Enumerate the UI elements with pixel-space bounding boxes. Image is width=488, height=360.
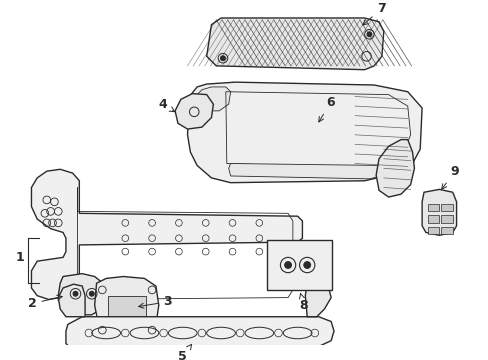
Bar [427, 215, 438, 223]
Polygon shape [175, 94, 213, 129]
Bar [440, 215, 452, 223]
Polygon shape [421, 189, 456, 235]
Polygon shape [206, 18, 383, 70]
Polygon shape [375, 140, 414, 197]
Bar [266, 240, 331, 290]
Text: 7: 7 [362, 2, 385, 25]
Polygon shape [95, 276, 159, 338]
Text: 5: 5 [178, 345, 191, 360]
Polygon shape [228, 152, 410, 179]
Text: 4: 4 [159, 98, 174, 112]
Text: 2: 2 [28, 295, 62, 310]
Text: 6: 6 [318, 96, 334, 122]
Bar [427, 204, 438, 211]
Bar [440, 227, 452, 234]
Bar [440, 204, 452, 211]
Text: 3: 3 [139, 295, 172, 308]
Text: 8: 8 [299, 293, 307, 312]
Circle shape [284, 262, 291, 268]
Polygon shape [187, 82, 421, 183]
Circle shape [366, 32, 371, 37]
Polygon shape [31, 169, 302, 300]
Circle shape [303, 262, 310, 268]
Circle shape [73, 291, 78, 296]
Polygon shape [108, 296, 146, 324]
Polygon shape [58, 274, 108, 315]
Bar [427, 227, 438, 234]
Polygon shape [58, 284, 85, 317]
Polygon shape [66, 317, 333, 350]
Circle shape [220, 56, 225, 60]
Polygon shape [195, 87, 230, 111]
Circle shape [89, 291, 94, 296]
Text: 1: 1 [16, 251, 24, 264]
Polygon shape [305, 280, 330, 317]
Text: 9: 9 [441, 165, 459, 189]
